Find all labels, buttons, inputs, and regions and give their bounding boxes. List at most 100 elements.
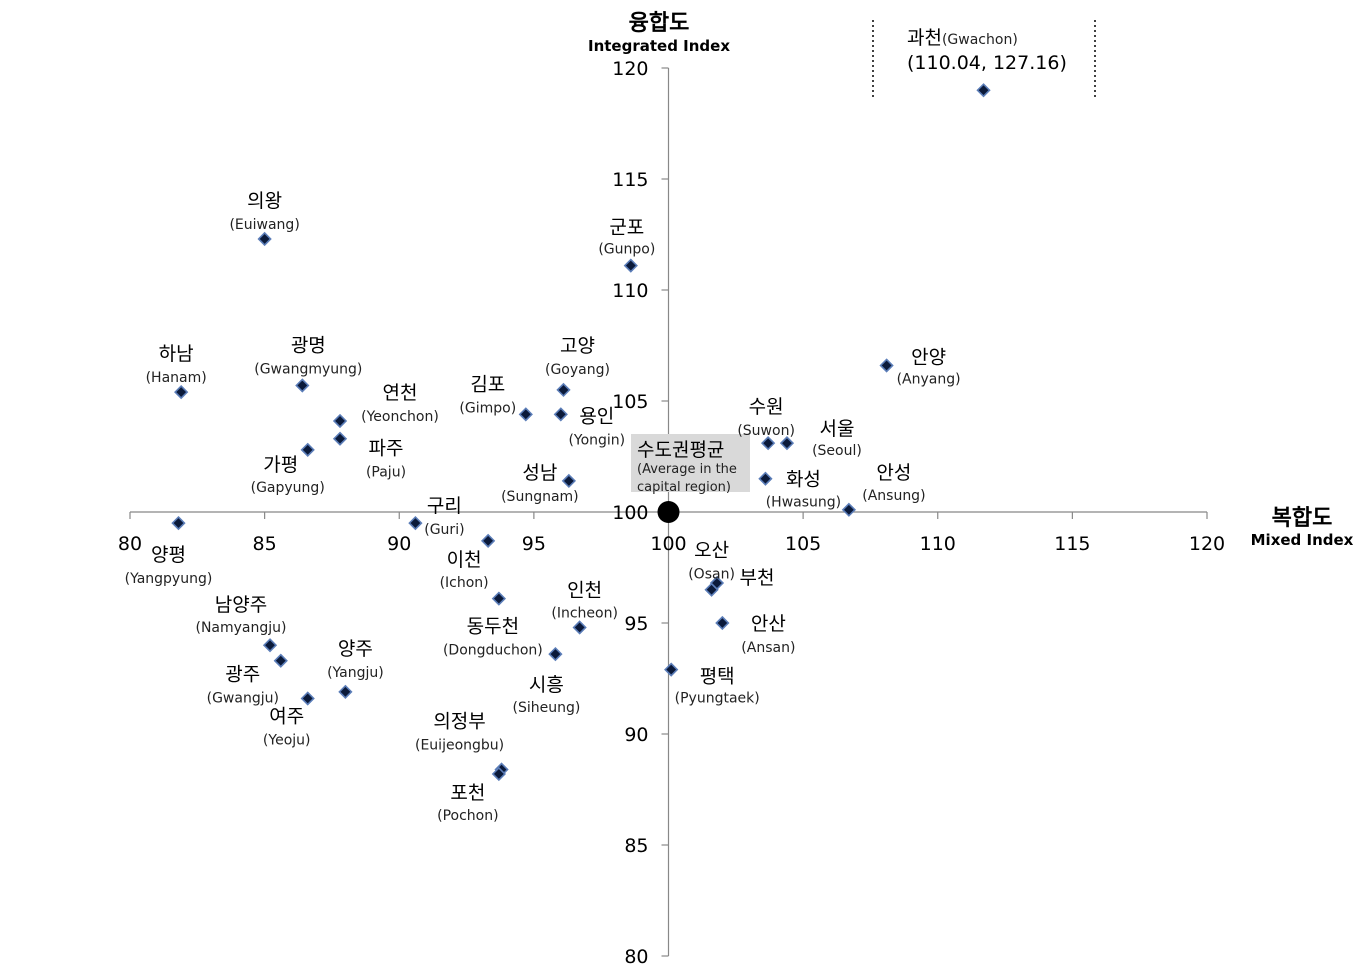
point-label: 오산 [694,540,729,562]
point-label: 의정부 [433,711,485,733]
y-tick-label: 115 [612,169,648,191]
data-point [553,407,568,422]
y-tick-label: 80 [624,946,648,968]
outlier-note: 과천(Gwachon) (110.04, 127.16) [872,20,1096,100]
point-label: 이천 [447,549,482,571]
point-label: 가평 [263,454,298,476]
point-label: 김포 [470,373,505,395]
outlier-note-name: 과천 [907,27,942,49]
outlier-note-coords: (110.04, 127.16) [907,52,1067,74]
point-label: 여주 [269,705,304,727]
point-label: 연천 [383,382,418,404]
data-point [491,766,507,782]
point-label: 군포 [609,217,644,239]
x-tick-label: 85 [253,533,277,555]
y-axis-title: 융합도 [629,10,690,36]
average-annotation: 수도권평균 (Average in the capital region) [631,434,750,523]
average-label-box [631,434,750,492]
point-label-en: (Yeoju) [263,732,311,748]
point-label-en: (Seoul) [812,443,862,459]
data-point [561,473,577,489]
data-point [709,575,725,591]
average-marker [657,501,680,523]
data-point [879,358,894,373]
point-label-en: (Yangju) [327,665,384,681]
data-point [664,662,679,677]
point-label-en: (Pyungtaek) [675,691,760,707]
point-label: 하남 [159,343,194,365]
point-label-en: (Siheung) [513,700,581,716]
data-point [715,615,730,631]
point-label: 성남 [522,462,557,484]
data-point [300,691,315,706]
data-point [332,431,348,446]
point-label-en: (Euiwang) [229,217,299,233]
point-label: 구리 [427,495,462,517]
point-label: 안양 [911,346,946,368]
outlier-note-name-en: (Gwachon) [942,32,1018,48]
point-label-en: (Goyang) [545,362,610,378]
data-point [760,436,776,451]
point-label-en: (Dongduchon) [443,643,543,659]
x-tick-label: 80 [118,533,142,555]
data-point [262,638,278,653]
y-axis-title-en: Integrated Index [588,37,730,55]
point-label-en: (Sungnam) [501,489,579,505]
point-label: 안산 [751,613,786,635]
point-label: 동두천 [467,616,519,638]
point-label-en: (Gimpo) [459,400,516,416]
data-point [338,684,353,699]
point-label-en: (Namyangju) [196,620,287,636]
point-label-en: (Ichon) [440,575,489,591]
point-label: 광주 [225,664,260,686]
point-label: 시흥 [529,674,564,696]
point-label-en: (Incheon) [551,605,618,621]
point-label: 부천 [739,567,774,589]
data-point [257,231,272,247]
average-label-en: (Average in the capital region) [637,462,737,495]
data-point [556,382,571,398]
data-point [623,258,638,273]
point-label: 안성 [876,462,911,484]
y-tick-label: 90 [624,724,648,746]
data-point [548,646,563,662]
x-tick-label: 115 [1054,533,1090,555]
data-point [174,384,189,400]
x-tick-label: 100 [650,533,686,555]
average-label-en-line: (Average in the [637,462,737,477]
point-label: 화성 [786,469,821,491]
point-label: 의왕 [247,190,282,212]
data-point [480,533,496,548]
point-label: 포천 [450,782,485,804]
data-point [491,591,507,606]
data-point [518,407,533,422]
point-label-en: (Yangpyung) [125,571,213,587]
point-label-en: (Hwasung) [766,495,841,511]
point-label-en: (Gwangmyung) [254,361,362,377]
point-label-en: (Yongin) [568,432,625,448]
axes: 80 85 90 95 100 105 110 115 120 80 85 90 95 100 105 11… [118,58,1225,968]
point-label: 남양주 [215,594,267,616]
y-tick-label: 110 [612,280,648,302]
x-tick-label: 95 [522,533,546,555]
average-label-en-line: capital region) [637,480,731,495]
data-point [273,653,288,668]
y-tick-label: 100 [612,502,648,524]
data-point [572,620,587,635]
y-tick-label: 105 [612,391,648,413]
point-label-en: (Ansung) [862,488,925,504]
data-point [332,413,348,429]
point-label-en: (Ansan) [741,640,795,656]
data-point [295,378,310,393]
x-tick-label: 90 [387,533,411,555]
point-label: 평택 [700,666,735,688]
point-label-en: (Osan) [688,567,735,583]
point-label-en: (Paju) [366,465,406,481]
x-axis-title: 복합도 [1272,505,1333,531]
y-tick-label: 120 [612,58,648,80]
point-label: 인천 [567,579,602,601]
data-point [779,436,795,451]
point-label-en: (Euijeongbu) [415,738,504,754]
point-label-en: (Gwangju) [207,691,279,707]
